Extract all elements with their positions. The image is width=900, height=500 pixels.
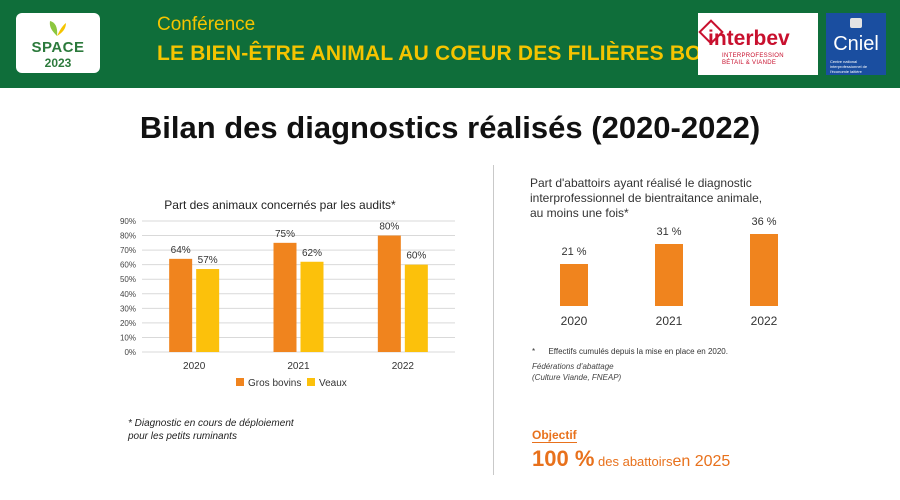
y-tick-label: 90% xyxy=(120,217,136,226)
legend-swatch-gros-bovins xyxy=(236,378,244,386)
bar-veaux xyxy=(196,269,220,352)
chart1-title: Part des animaux concernés par les audit… xyxy=(164,198,396,212)
legend-item-veaux: Veaux xyxy=(307,378,347,389)
chart2-title-line3: au moins une fois* xyxy=(530,206,629,220)
data-label: 62% xyxy=(302,248,322,259)
space-logo-line2: 2023 xyxy=(44,56,72,70)
bar-abattoirs xyxy=(560,264,588,306)
bar-veaux xyxy=(300,261,324,352)
x-tick-label: 2022 xyxy=(392,361,415,372)
legend-swatch-veaux xyxy=(307,378,315,386)
source-note: Fédérations d'abattage (Culture Viande, … xyxy=(532,361,732,383)
data-label: 64% xyxy=(171,245,191,256)
data-label: 31 % xyxy=(656,226,681,238)
source-line1: Fédérations d'abattage xyxy=(532,362,614,371)
page-title: Bilan des diagnostics réalisés (2020-202… xyxy=(139,110,761,145)
y-tick-label: 0% xyxy=(124,348,136,357)
objectif-year: en 2025 xyxy=(672,453,731,470)
footnote-left: * Diagnostic en cours de déploiement pou… xyxy=(128,417,368,443)
legend-item-gros-bovins: Gros bovins xyxy=(236,378,301,389)
vertical-divider xyxy=(493,165,494,475)
y-tick-label: 20% xyxy=(120,319,136,328)
chart2-title-line1: Part d'abattoirs ayant réalisé le diagno… xyxy=(530,176,752,190)
x-tick-label: 2020 xyxy=(561,314,588,328)
banner-title: LE BIEN-ÊTRE ANIMAL AU COEUR DES FILIÈRE… xyxy=(157,42,766,65)
x-tick-label: 2022 xyxy=(751,314,778,328)
bar-gros-bovins xyxy=(169,258,193,352)
x-tick-label: 2021 xyxy=(656,314,683,328)
y-tick-label: 40% xyxy=(120,290,136,299)
interbev-logo: interbev INTERPROFESSION BÉTAIL & VIANDE xyxy=(698,13,818,75)
y-tick-label: 50% xyxy=(120,275,136,284)
leaf-icon xyxy=(49,21,66,36)
y-tick-label: 60% xyxy=(120,261,136,270)
data-label: 21 % xyxy=(561,246,586,258)
footnote-left-line1: * Diagnostic en cours de déploiement xyxy=(128,418,294,429)
x-tick-label: 2020 xyxy=(183,361,206,372)
footnote-right: * Effectifs cumulés depuis la mise en pl… xyxy=(532,347,728,356)
cniel-logo-word: Cniel xyxy=(833,33,879,55)
interbev-logo-tagline: INTERPROFESSION BÉTAIL & VIANDE xyxy=(722,53,784,66)
bar-gros-bovins xyxy=(273,242,297,352)
y-tick-label: 10% xyxy=(120,333,136,342)
legend-label-gros-bovins: Gros bovins xyxy=(248,378,302,389)
source-line2: (Culture Viande, FNEAP) xyxy=(532,373,622,382)
bar-veaux xyxy=(404,264,428,352)
interbev-logo-word: interbev xyxy=(708,27,790,50)
footnote-left-line2: pour les petits ruminants xyxy=(128,431,237,442)
x-tick-label: 2021 xyxy=(287,361,310,372)
data-label: 57% xyxy=(198,255,218,266)
cniel-logo: Cniel Centre national interprofessionnel… xyxy=(826,13,886,75)
y-tick-label: 70% xyxy=(120,246,136,255)
space-logo-line1: SPACE xyxy=(31,39,85,56)
objectif-label: Objectif xyxy=(532,428,577,443)
cniel-mark-icon xyxy=(850,18,862,28)
cniel-logo-tagline: Centre national interprofessionnel de l'… xyxy=(830,59,868,74)
y-tick-label: 30% xyxy=(120,304,136,313)
data-label: 75% xyxy=(275,229,295,240)
banner-subtitle: Conférence xyxy=(157,14,256,35)
objectif-statement: 100 % des abattoirsen 2025 xyxy=(532,446,730,472)
data-label: 80% xyxy=(379,222,399,233)
y-tick-label: 80% xyxy=(120,232,136,241)
legend-label-veaux: Veaux xyxy=(319,378,347,389)
bar-abattoirs xyxy=(750,234,778,306)
chart2-title: Part d'abattoirs ayant réalisé le diagno… xyxy=(530,176,770,221)
bar-gros-bovins xyxy=(377,235,401,352)
space-2023-logo: SPACE 2023 xyxy=(16,13,100,73)
bar-abattoirs xyxy=(655,244,683,306)
objectif-text: des abattoirs xyxy=(598,454,673,469)
data-label: 60% xyxy=(406,251,426,262)
objectif-value: 100 % xyxy=(532,446,595,471)
header-banner: SPACE 2023 Conférence LE BIEN-ÊTRE ANIMA… xyxy=(0,0,900,88)
chart2-title-line2: interprofessionnel de bientraitance anim… xyxy=(530,191,763,205)
